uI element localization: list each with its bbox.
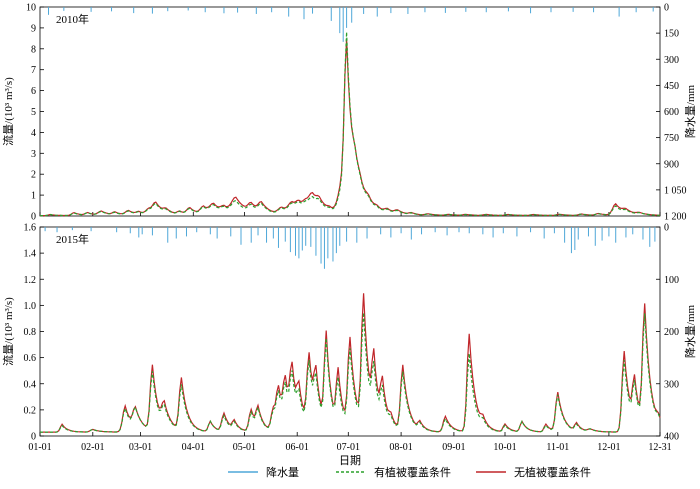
y2-tick-label: 1 200: [664, 212, 687, 223]
y-tick-label: 3: [31, 149, 36, 160]
y-tick-label: 8: [31, 44, 36, 55]
y-tick-label: 1.6: [24, 223, 37, 234]
y2-tick-label: 0: [664, 223, 669, 234]
x-tick-label: 12-01: [597, 442, 620, 453]
series-line-无植被覆盖条件: [40, 39, 661, 217]
y-axis-title: 流量/(10³ m³/s): [1, 77, 15, 146]
y-tick-label: 2: [31, 170, 36, 181]
y2-tick-label: 750: [664, 133, 679, 144]
x-tick-label: 03-01: [129, 442, 152, 453]
y-tick-label: 10: [26, 3, 36, 14]
y-tick-label: 1.0: [24, 301, 37, 312]
panel-label: 2015年: [56, 232, 89, 246]
series-line-无植被覆盖条件: [40, 293, 661, 433]
legend-rain-label: 降水量: [266, 465, 299, 479]
plot-frame: [39, 226, 661, 437]
y2-tick-label: 300: [664, 55, 679, 66]
y-tick-label: 1.2: [24, 275, 37, 286]
x-tick-label: 01-01: [28, 442, 51, 453]
x-tick-label: 11-01: [546, 442, 569, 453]
y2-tick-label: 900: [664, 159, 679, 170]
y2-tick-label: 150: [664, 29, 679, 40]
x-tick-label: 05-01: [233, 442, 256, 453]
y2-tick-label: 450: [664, 81, 679, 92]
y2-tick-label: 300: [664, 379, 679, 390]
y-tick-label: 4: [31, 128, 36, 139]
x-tick-label: 10-01: [493, 442, 516, 453]
series-line-有植被覆盖条件: [40, 32, 660, 217]
x-tick-label: 09-01: [442, 442, 465, 453]
x-tick-label: 07-01: [337, 442, 360, 453]
panel-2015年: 0 0.2 0.4 0.6 0.8 1.0 1.2 1.4 1.6 0 100 200 300 400 流量…: [1, 223, 697, 443]
y-tick-label: 5: [31, 107, 36, 118]
y-tick-label: 0.6: [24, 353, 37, 364]
legend-with-veg-label: 有植被覆盖条件: [374, 465, 451, 479]
y-tick-label: 1.4: [24, 249, 37, 260]
y2-axis-title: 降水量/mm: [683, 304, 697, 358]
y-tick-label: 0: [31, 212, 36, 223]
x-tick-label: 12-31: [648, 442, 671, 453]
panel-2010年: 0 1 2 3 4 5 6 7 8 9 10 0 150 300 450 600 750 900 1 050 1 20…: [1, 3, 697, 223]
y-tick-label: 1: [31, 191, 36, 202]
y-tick-label: 6: [31, 86, 36, 97]
y2-tick-label: 200: [664, 327, 679, 338]
y-axis-title: 流量/(10³ m³/s): [1, 297, 15, 366]
x-tick-label: 06-01: [286, 442, 309, 453]
y2-tick-label: 600: [664, 107, 679, 118]
y-tick-label: 7: [31, 65, 36, 76]
y2-axis-title: 降水量/mm: [683, 84, 697, 138]
panel-label: 2010年: [56, 12, 89, 26]
legend-without-veg-label: 无植被覆盖条件: [514, 465, 591, 479]
y-tick-label: 0: [31, 432, 36, 443]
y-tick-label: 0.2: [24, 405, 37, 416]
y2-tick-label: 100: [664, 275, 679, 286]
legend: 降水量 有植被覆盖条件 无植被覆盖条件: [228, 465, 591, 479]
y-tick-label: 9: [31, 23, 36, 34]
y2-tick-label: 0: [664, 3, 669, 14]
x-axis-title: 日期: [339, 454, 361, 467]
y2-tick-label: 400: [664, 432, 679, 443]
series-line-有植被覆盖条件: [40, 312, 661, 433]
y2-tick-label: 1 050: [664, 185, 687, 196]
x-tick-label: 08-01: [389, 442, 412, 453]
y-tick-label: 0.8: [24, 327, 37, 338]
y-tick-label: 0.4: [24, 379, 37, 390]
x-tick-label: 02-01: [81, 442, 104, 453]
x-tick-label: 04-01: [182, 442, 205, 453]
